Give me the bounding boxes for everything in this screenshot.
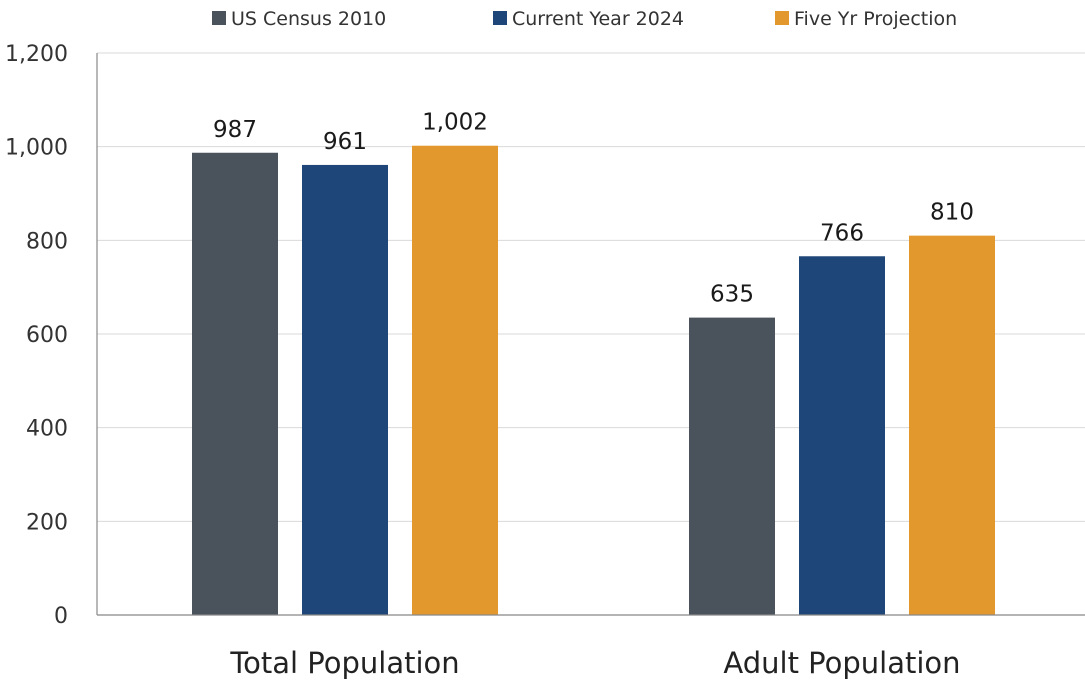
data-label: 1,002: [422, 110, 488, 136]
legend-label: US Census 2010: [231, 8, 386, 30]
x-category-label: Adult Population: [723, 646, 960, 680]
y-tick-label: 1,000: [5, 136, 68, 161]
y-tick-label: 600: [26, 323, 68, 348]
legend-item: Current Year 2024: [493, 8, 684, 30]
y-tick-label: 400: [26, 417, 68, 442]
data-label: 987: [213, 117, 257, 143]
bar-total-series-1: [302, 164, 388, 615]
y-tick-label: 200: [26, 510, 68, 535]
data-label: 961: [323, 129, 367, 155]
bar-total-series-0: [192, 152, 278, 615]
legend-item: US Census 2010: [212, 8, 386, 30]
axes: 0 200 400 600 800 1,000 1,200 Total Population A…: [5, 42, 1085, 680]
legend-swatch: [212, 11, 226, 25]
legend: US Census 2010 Current Year 2024 Five Yr P…: [212, 8, 957, 30]
bar-adult-series-0: [689, 317, 775, 615]
legend-item: Five Yr Projection: [775, 8, 957, 30]
legend-swatch: [493, 11, 507, 25]
data-labels: 987 961 1,002 635 766 810: [213, 110, 974, 308]
bars: [192, 145, 995, 616]
legend-swatch: [775, 11, 789, 25]
legend-label: Five Yr Projection: [794, 8, 957, 30]
bar-adult-series-2: [909, 235, 995, 615]
y-tick-label: 0: [54, 604, 68, 629]
data-label: 635: [710, 282, 754, 308]
y-tick-label: 800: [26, 229, 68, 254]
data-label: 810: [930, 200, 974, 226]
legend-label: Current Year 2024: [512, 8, 684, 30]
x-category-label: Total Population: [229, 646, 459, 680]
bar-adult-series-1: [799, 256, 885, 615]
y-tick-label: 1,200: [5, 42, 68, 67]
data-label: 766: [820, 220, 864, 246]
bar-total-series-2: [412, 145, 498, 616]
